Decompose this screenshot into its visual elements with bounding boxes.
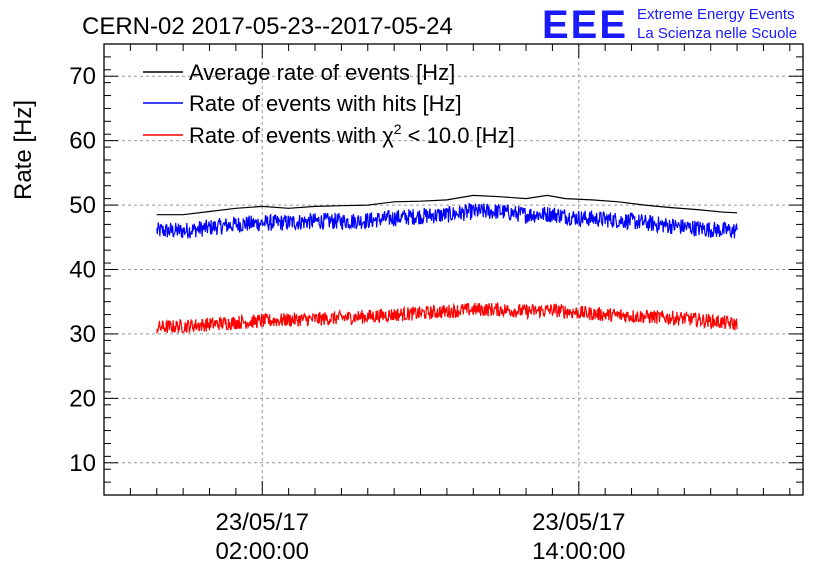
- legend-label-1: Rate of events with hits [Hz]: [189, 91, 462, 116]
- legend-label-0: Average rate of events [Hz]: [189, 60, 455, 85]
- y-tick-label: 60: [69, 128, 96, 155]
- y-tick-label: 30: [69, 321, 96, 348]
- series-layer: [156, 194, 738, 334]
- legend-label-2: Rate of events with χ2 < 10.0 [Hz]: [189, 121, 515, 148]
- logo-line2: La Scienza nelle Scuole: [637, 25, 797, 42]
- x-tick-date: 23/05/17: [532, 509, 625, 536]
- series-line-1: [156, 202, 738, 239]
- y-axis-label: Rate [Hz]: [10, 100, 37, 200]
- logo-line1: Extreme Energy Events: [637, 6, 795, 23]
- plot-frame: [103, 43, 804, 496]
- legend: Average rate of events [Hz] Rate of event…: [143, 60, 515, 148]
- series-line-0: [156, 194, 738, 216]
- y-tick-label: 50: [69, 192, 96, 219]
- axes: 1020304050607023/05/1702:00:0023/05/1714…: [69, 43, 804, 565]
- y-tick-label: 20: [69, 385, 96, 412]
- x-tick-date: 23/05/17: [216, 509, 309, 536]
- x-tick-time: 02:00:00: [216, 538, 309, 565]
- y-tick-label: 10: [69, 450, 96, 477]
- y-tick-label: 40: [69, 257, 96, 284]
- y-tick-label: 70: [69, 63, 96, 90]
- grid: [104, 44, 803, 495]
- series-line-2: [156, 302, 738, 334]
- x-tick-time: 14:00:00: [532, 538, 625, 565]
- eee-logo: EEE Extreme Energy Events La Scienza nel…: [542, 3, 797, 47]
- logo-mark: EEE: [542, 3, 628, 47]
- chart-title: CERN-02 2017-05-23--2017-05-24: [82, 13, 453, 40]
